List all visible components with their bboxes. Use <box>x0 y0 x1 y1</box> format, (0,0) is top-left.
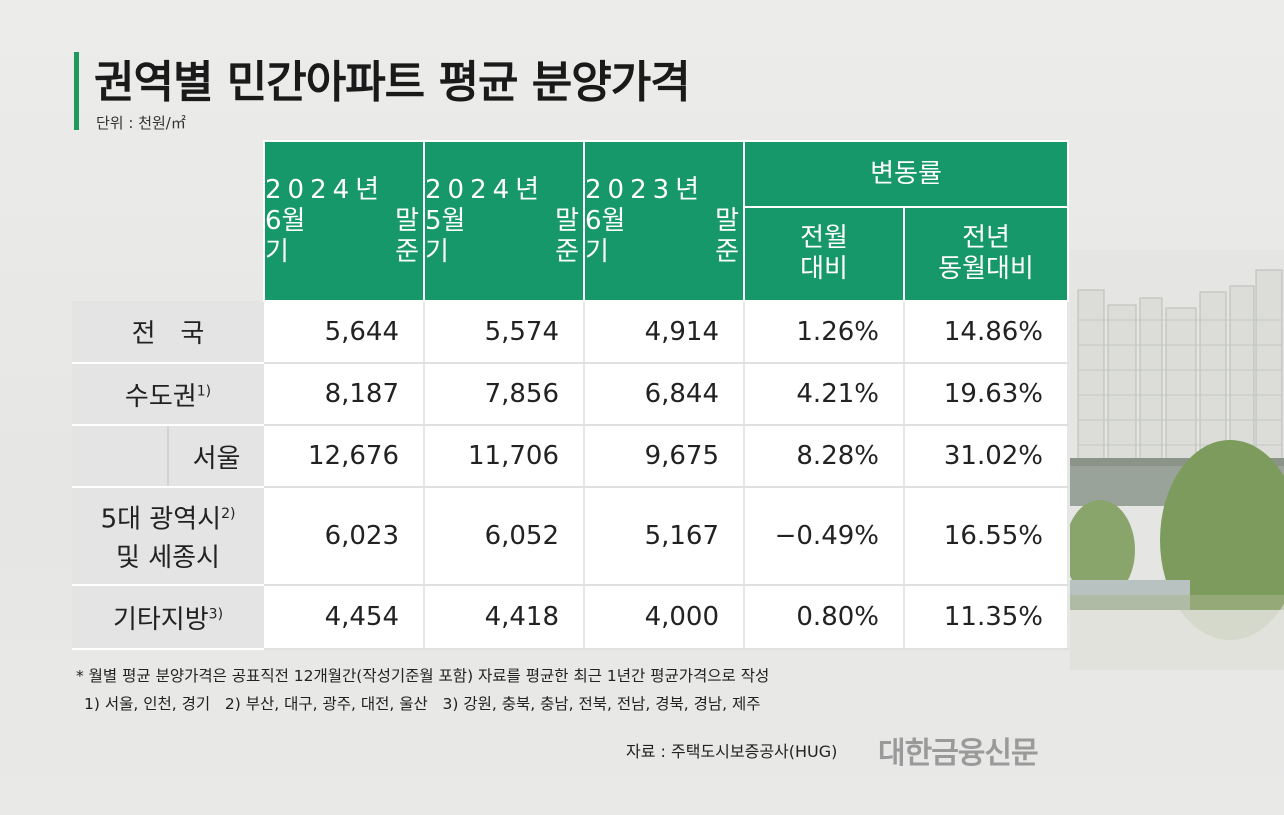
table-row: 서울 12,676 11,706 9,675 8.28% 31.02% <box>72 425 1069 488</box>
unit-label: 단위 : 천원/㎡ <box>96 114 186 132</box>
row-label-other: 기타지방3) <box>72 585 264 650</box>
footnotes: * 월별 평균 분양가격은 공표직전 12개월간(작성기준월 포함) 자료를 평… <box>76 662 769 718</box>
row-label-national: 전 국 <box>72 301 264 364</box>
header-mom: 전월 대비 <box>743 206 905 302</box>
cell-capital-2024-05: 7,856 <box>424 363 585 426</box>
cell-other-yoy: 11.35% <box>904 585 1069 650</box>
row-label-seoul: 서울 <box>168 425 264 488</box>
row-indent <box>72 425 169 488</box>
cell-national-2023-06: 4,914 <box>584 301 745 364</box>
cell-national-mom: 1.26% <box>744 301 905 364</box>
cell-metro-2024-06: 6,023 <box>264 487 425 586</box>
cell-seoul-mom: 8.28% <box>744 425 905 488</box>
row-label-capital: 수도권1) <box>72 363 264 426</box>
footnote-regions: 1) 서울, 인천, 경기 2) 부산, 대구, 광주, 대전, 울산 3) 강… <box>84 695 761 713</box>
cell-capital-mom: 4.21% <box>744 363 905 426</box>
cell-other-mom: 0.80% <box>744 585 905 650</box>
header-yoy: 전년 동월대비 <box>903 206 1069 302</box>
cell-national-yoy: 14.86% <box>904 301 1069 364</box>
header-blank <box>72 141 264 301</box>
cell-capital-yoy: 19.63% <box>904 363 1069 426</box>
header-change-rate: 변동률 <box>743 140 1069 208</box>
table-row: 수도권1) 8,187 7,856 6,844 4.21% 19.63% <box>72 363 1069 426</box>
cell-metro-2024-05: 6,052 <box>424 487 585 586</box>
apartment-river-photo <box>1070 250 1284 670</box>
cell-national-2024-06: 5,644 <box>264 301 425 364</box>
table-row: 5대 광역시2) 및 세종시 6,023 6,052 5,167 −0.49% … <box>72 487 1069 586</box>
source-label: 자료 : 주택도시보증공사(HUG) <box>626 742 838 761</box>
cell-other-2024-05: 4,418 <box>424 585 585 650</box>
cell-other-2024-06: 4,454 <box>264 585 425 650</box>
row-label-metro: 5대 광역시2) 및 세종시 <box>72 487 264 586</box>
cell-capital-2024-06: 8,187 <box>264 363 425 426</box>
cell-metro-yoy: 16.55% <box>904 487 1069 586</box>
cell-other-2023-06: 4,000 <box>584 585 745 650</box>
publisher-logo: 대한금융신문 <box>878 736 1039 771</box>
cell-national-2024-05: 5,574 <box>424 301 585 364</box>
cell-metro-2023-06: 5,167 <box>584 487 745 586</box>
table-row: 전 국 5,644 5,574 4,914 1.26% 14.86% <box>72 301 1069 364</box>
cell-metro-mom: −0.49% <box>744 487 905 586</box>
cell-seoul-2024-05: 11,706 <box>424 425 585 488</box>
cell-seoul-2024-06: 12,676 <box>264 425 425 488</box>
title-accent-bar <box>74 52 79 130</box>
cell-capital-2023-06: 6,844 <box>584 363 745 426</box>
table-row: 기타지방3) 4,454 4,418 4,000 0.80% 11.35% <box>72 585 1069 650</box>
cell-seoul-yoy: 31.02% <box>904 425 1069 488</box>
cell-seoul-2023-06: 9,675 <box>584 425 745 488</box>
page-title: 권역별 민간아파트 평균 분양가격 <box>94 57 691 108</box>
footnote-main: * 월별 평균 분양가격은 공표직전 12개월간(작성기준월 포함) 자료를 평… <box>76 667 770 685</box>
